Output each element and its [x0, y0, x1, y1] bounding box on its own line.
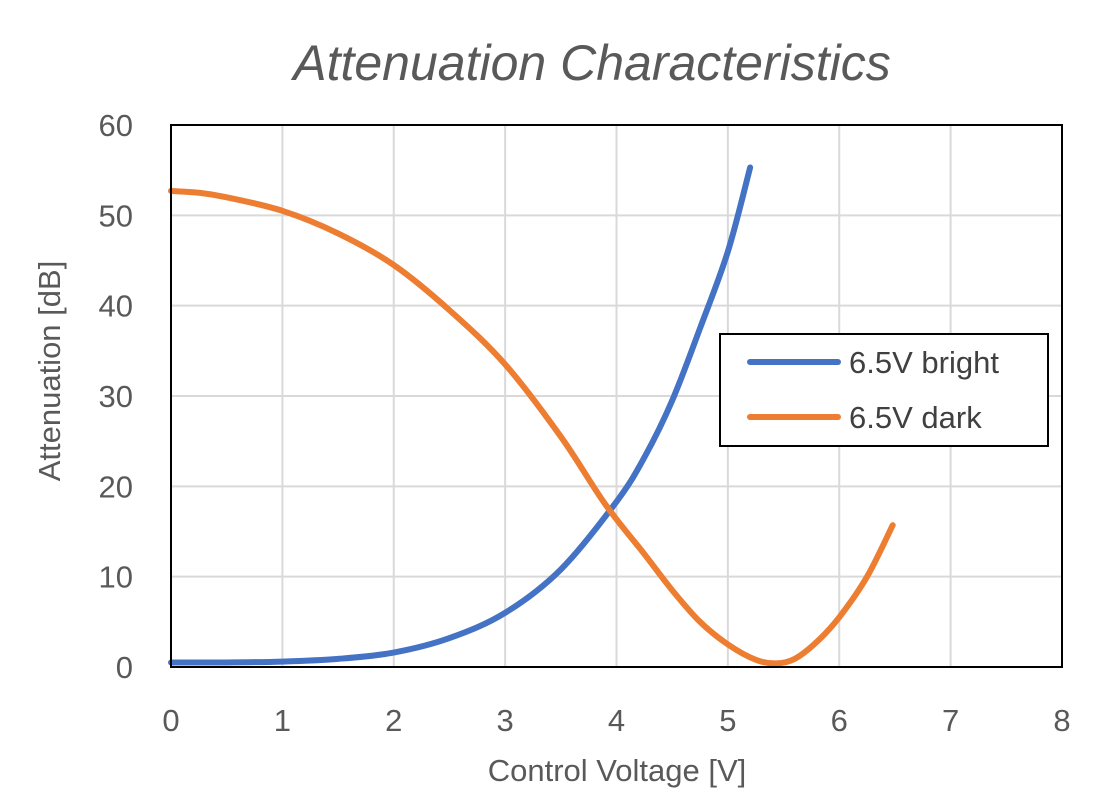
- x-tick-label: 2: [385, 703, 402, 738]
- legend: 6.5V bright 6.5V dark: [719, 333, 1049, 447]
- axis-ticks: 0 1 2 3 4 5 6 7 8 0 10 20 30 40 50 60: [99, 108, 1071, 738]
- x-tick-label: 3: [497, 703, 514, 738]
- x-tick-label: 7: [942, 703, 959, 738]
- x-tick-label: 1: [274, 703, 291, 738]
- plot-series: [168, 164, 896, 667]
- legend-label-bright: 6.5V bright: [849, 345, 999, 380]
- x-tick-label: 0: [162, 703, 179, 738]
- y-tick-label: 20: [99, 469, 133, 504]
- legend-label-dark: 6.5V dark: [849, 400, 982, 435]
- legend-box: [719, 333, 1049, 447]
- x-tick-label: 5: [719, 703, 736, 738]
- y-tick-label: 10: [99, 560, 133, 595]
- x-tick-label: 8: [1053, 703, 1070, 738]
- x-tick-label: 6: [831, 703, 848, 738]
- y-axis-label: Attenuation [dB]: [32, 261, 67, 482]
- y-tick-label: 50: [99, 198, 133, 233]
- y-tick-label: 40: [99, 289, 133, 324]
- y-tick-label: 60: [99, 108, 133, 143]
- series-line-6-5v-dark: [168, 187, 896, 667]
- x-axis-label: Control Voltage [V]: [488, 753, 747, 788]
- plot-area-border: [170, 124, 1063, 668]
- chart-title: Attenuation Characteristics: [290, 35, 891, 91]
- x-tick-label: 4: [608, 703, 625, 738]
- y-tick-label: 30: [99, 379, 133, 414]
- series-line-6-5v-bright: [168, 164, 754, 666]
- y-tick-label: 0: [116, 650, 133, 685]
